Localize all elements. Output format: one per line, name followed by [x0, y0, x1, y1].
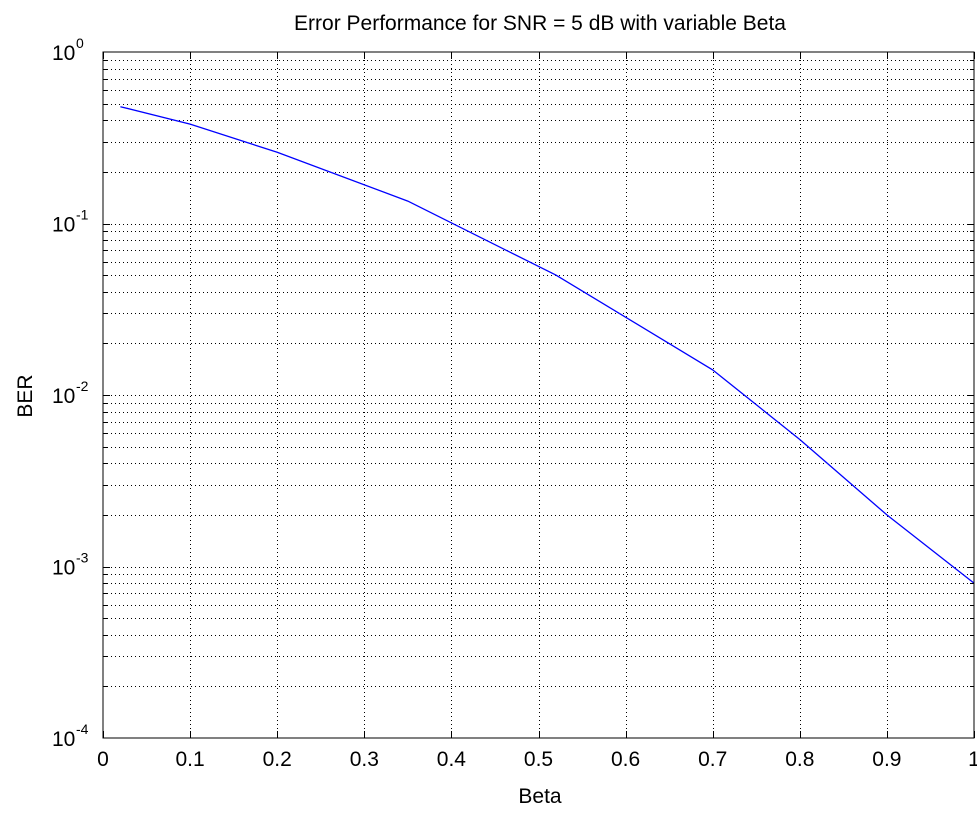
plot-area: [103, 52, 974, 738]
series-layer: [120, 106, 975, 584]
series-line-0: [120, 106, 975, 584]
x-tick-label: 0.9: [872, 748, 901, 771]
chart-title: Error Performance for SNR = 5 dB with va…: [294, 12, 786, 35]
x-tick-labels: 0 0.1 0.2 0.3 0.4 0.5 0.6 0.7 0.8 0.9 1: [97, 748, 977, 771]
x-tick-label: 1: [968, 748, 977, 771]
y-tick-exponent: 0: [76, 35, 84, 51]
y-axis-label: BER: [14, 374, 37, 417]
x-tick-label: 0.7: [698, 748, 727, 771]
y-tick-label: 10: [52, 214, 75, 237]
x-tick-label: 0.5: [524, 748, 553, 771]
y-tick-label: 10: [52, 42, 75, 65]
y-tick-label: 10: [52, 557, 75, 580]
y-tick-exponent: -2: [76, 378, 89, 394]
x-tick-label: 0.8: [785, 748, 814, 771]
y-tick-label: 10: [52, 385, 75, 408]
x-tick-label: 0.3: [350, 748, 379, 771]
y-tick-exponent: -3: [76, 550, 89, 566]
x-tick-label: 0.6: [611, 748, 640, 771]
tick-layer: [103, 52, 975, 738]
x-tick-label: 0: [97, 748, 109, 771]
x-axis-label: Beta: [518, 785, 562, 808]
y-tick-exponent: -1: [76, 207, 89, 223]
x-tick-label: 0.4: [437, 748, 467, 771]
y-tick-label: 10: [52, 728, 75, 751]
x-tick-label: 0.2: [263, 748, 292, 771]
x-tick-label: 0.1: [175, 748, 204, 771]
y-tick-exponent: -4: [76, 721, 89, 737]
